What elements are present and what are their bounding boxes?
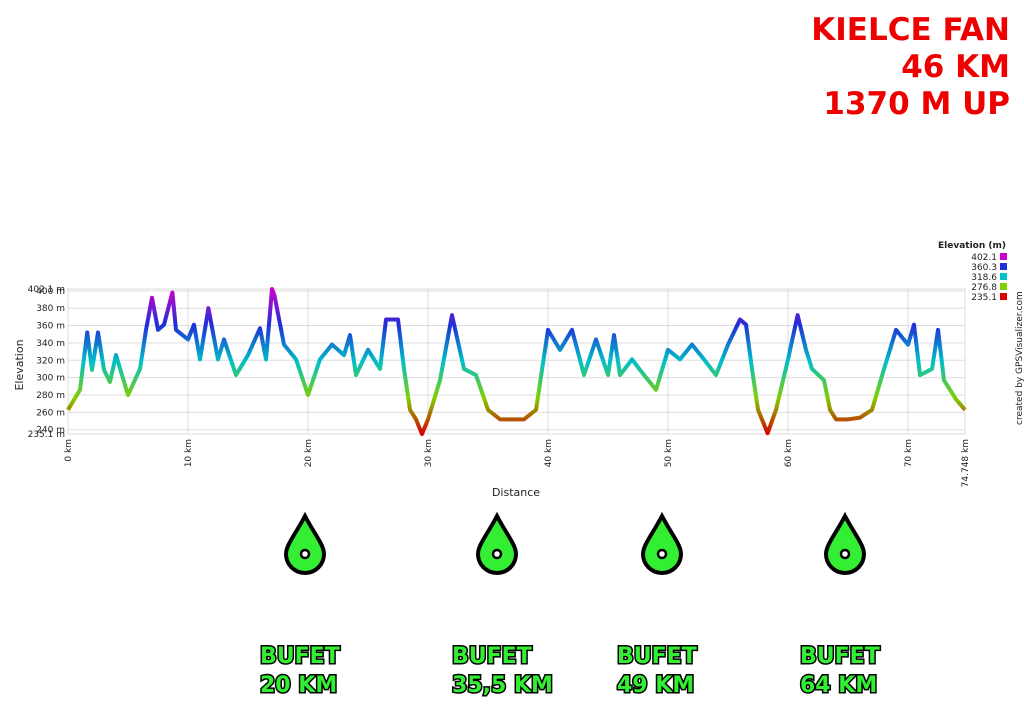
y-tick-label: 402.1 m: [28, 285, 65, 295]
x-tick-label: 50 km: [664, 439, 674, 467]
y-tick-label: 300 m: [36, 374, 65, 384]
legend-value: 360.3: [971, 263, 997, 273]
y-tick-label: 280 m: [36, 391, 65, 401]
x-tick-label: 74.748 km: [961, 439, 971, 487]
x-tick-label: 30 km: [424, 439, 434, 467]
credit: created by GPSVisualizer.com: [1015, 291, 1024, 425]
drop-icon: [283, 511, 327, 575]
aid-icons: [283, 511, 867, 575]
y-tick-label: 320 m: [36, 356, 65, 366]
aid-distance: 64 KM: [800, 673, 877, 698]
drop-dot: [299, 548, 311, 560]
aid-distance: 49 KM: [617, 673, 694, 698]
legend-value: 235.1: [971, 293, 997, 303]
elevation-line: [66, 287, 967, 436]
x-tick-label: 20 km: [304, 439, 314, 467]
aid-distance: 20 KM: [260, 673, 337, 698]
drop-dot: [839, 548, 851, 560]
aid-label: BUFET: [617, 644, 697, 669]
drop-dot: [656, 548, 668, 560]
y-tick-label: 340 m: [36, 339, 65, 349]
legend-swatch: [1000, 283, 1007, 290]
x-tick-label: 0 km: [64, 439, 74, 462]
aid-label: BUFET: [800, 644, 880, 669]
x-tick-label: 70 km: [904, 439, 914, 467]
header-line: 46 KM: [901, 49, 1010, 85]
drop-icon: [640, 511, 684, 575]
aid-label: BUFET: [260, 644, 340, 669]
legend-swatch: [1000, 263, 1007, 270]
drop-icon: [823, 511, 867, 575]
y-tick-label: 380 m: [36, 304, 65, 314]
plot-area: [67, 288, 966, 435]
y-tick-label: 360 m: [36, 322, 65, 332]
drop-icon: [475, 511, 519, 575]
legend-value: 276.8: [971, 283, 997, 293]
header-line: 1370 M UP: [823, 86, 1010, 122]
x-tick-label: 10 km: [184, 439, 194, 467]
x-axis-label: Distance: [492, 486, 540, 499]
legend-swatch: [1000, 293, 1007, 300]
header-line: KIELCE FAN: [811, 12, 1010, 48]
drop-dots: [299, 548, 851, 560]
y-tick-label: 240 m: [36, 426, 65, 436]
legend-value: 402.1: [971, 253, 997, 263]
aid-label: BUFET: [452, 644, 532, 669]
legend-value: 318.6: [971, 273, 997, 283]
drop-dot: [491, 548, 503, 560]
x-tick-label: 60 km: [784, 439, 794, 467]
y-tick-label: 260 m: [36, 408, 65, 418]
x-tick-label: 40 km: [544, 439, 554, 467]
legend-title: Elevation (m): [938, 241, 1006, 251]
legend-swatch: [1000, 253, 1007, 260]
y-tick-label: 235.1 m: [28, 430, 65, 440]
y-axis-label: Elevation: [13, 339, 26, 390]
aid-distance: 35,5 KM: [452, 673, 553, 698]
y-tick-label: 400 m: [36, 287, 65, 297]
legend-swatch: [1000, 273, 1007, 280]
